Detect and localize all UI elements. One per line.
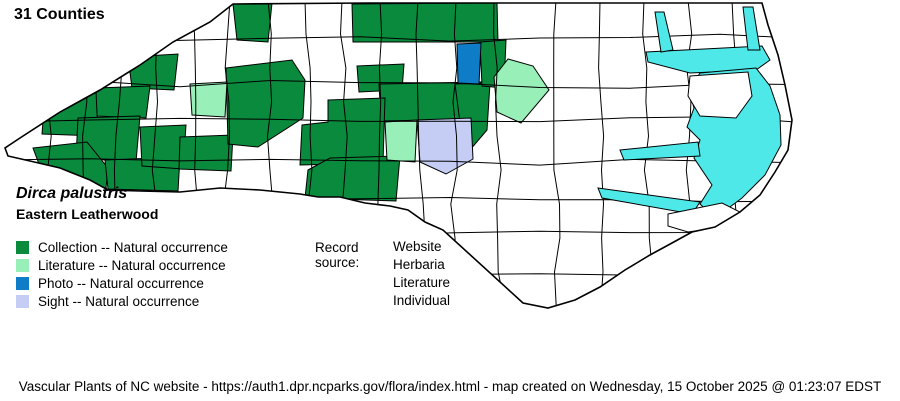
record-source-label: Record source: xyxy=(315,240,360,270)
county-photo xyxy=(456,42,482,85)
species-block: Dirca palustris Eastern Leatherwood xyxy=(16,184,158,224)
footer-credit-line: Vascular Plants of NC website - https://… xyxy=(18,379,882,394)
coastal-peninsula xyxy=(687,71,753,119)
photo-color-swatch xyxy=(16,276,29,290)
county-collection xyxy=(93,85,151,119)
county-border-line xyxy=(553,3,561,308)
record-source-value-website: Website xyxy=(393,239,442,254)
county-count-label: 31 Counties xyxy=(14,6,105,23)
collection-color-swatch xyxy=(16,240,29,254)
species-scientific-name: Dirca palustris xyxy=(16,185,128,202)
record-source-value-individual: Individual xyxy=(393,293,451,308)
literature-color-swatch xyxy=(16,258,29,272)
record-source-values: Website Herbaria Literature Individual xyxy=(393,240,450,312)
county-literature xyxy=(384,119,418,163)
record-source-value-herbaria: Herbaria xyxy=(393,257,445,272)
water-chowan-river xyxy=(654,11,674,53)
record-source-value-literature: Literature xyxy=(393,275,451,290)
species-common-name: Eastern Leatherwood xyxy=(16,206,159,222)
record-source-block: Record source: Website Herbaria Literatu… xyxy=(315,240,450,312)
county-literature xyxy=(189,81,228,118)
state-outline xyxy=(4,2,793,309)
occurrence-counties xyxy=(32,3,550,202)
county-collection xyxy=(351,3,499,43)
county-collection xyxy=(232,3,273,43)
county-literature xyxy=(493,58,550,124)
water-pamlico-river xyxy=(619,141,701,161)
legend-label-literature: Literature -- Natural occurrence xyxy=(38,257,226,273)
county-collection xyxy=(178,134,234,172)
legend-row-sight: Sight -- Natural occurrence xyxy=(16,292,228,310)
legend-row-literature: Literature -- Natural occurrence xyxy=(16,256,228,274)
legend-row-collection: Collection -- Natural occurrence xyxy=(16,238,228,256)
water-currituck-sound xyxy=(742,6,761,51)
legend-label-sight: Sight -- Natural occurrence xyxy=(38,293,200,309)
nc-county-map xyxy=(4,2,793,309)
county-border-line xyxy=(598,3,606,308)
legend-row-photo: Photo -- Natural occurrence xyxy=(16,274,228,292)
legend-label-collection: Collection -- Natural occurrence xyxy=(38,239,228,255)
map-legend: Collection -- Natural occurrence Literat… xyxy=(16,238,228,310)
county-collection xyxy=(299,97,386,166)
legend-label-photo: Photo -- Natural occurrence xyxy=(38,275,204,291)
sight-color-swatch xyxy=(16,294,29,308)
